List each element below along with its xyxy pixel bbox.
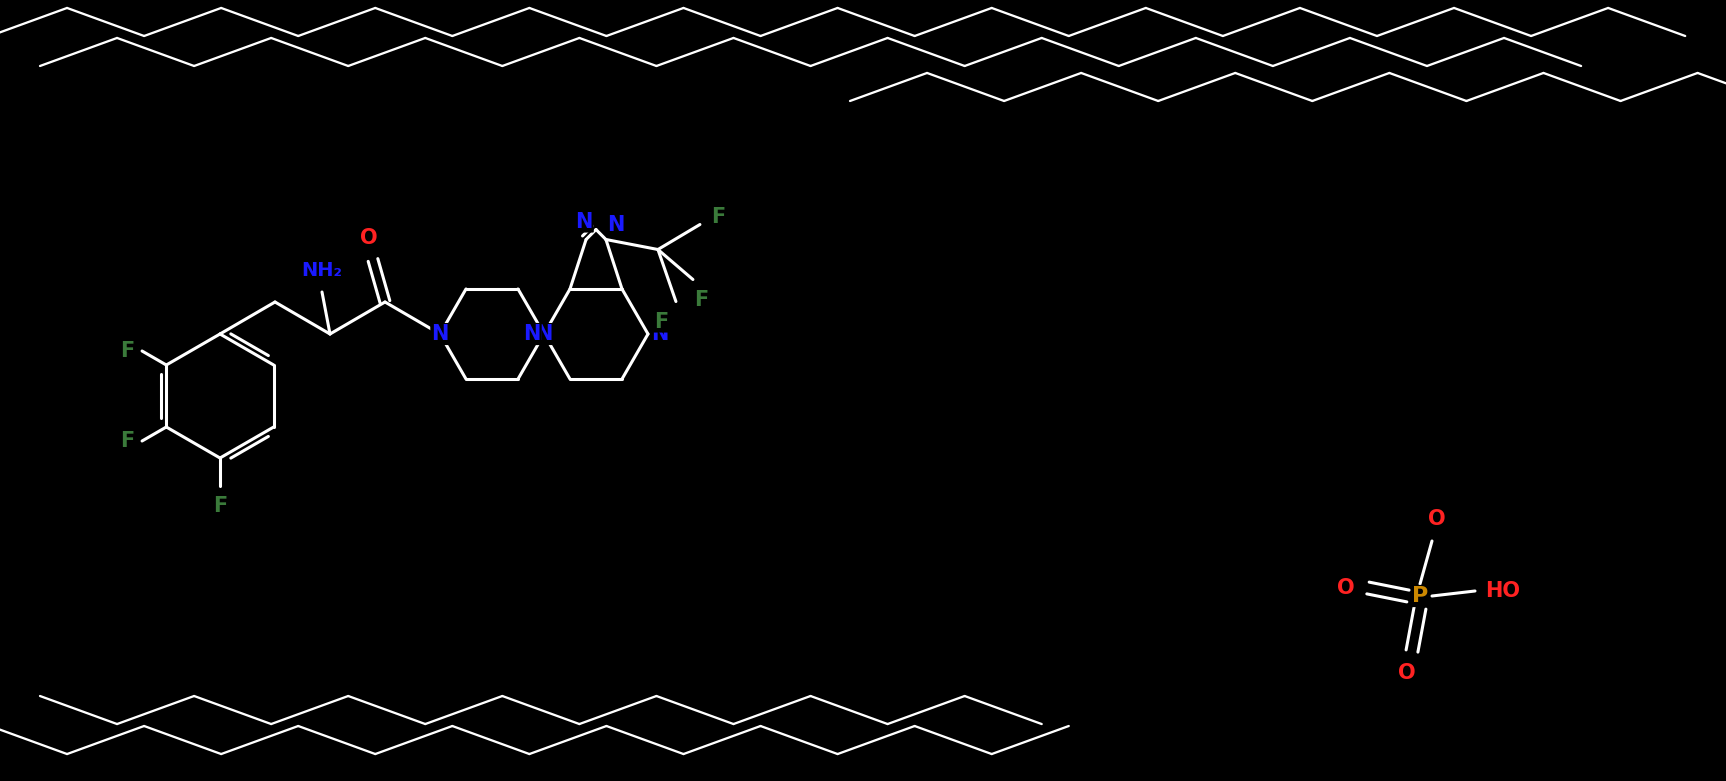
Text: O: O <box>1338 578 1355 598</box>
Text: O: O <box>1427 509 1446 529</box>
Text: F: F <box>711 206 725 226</box>
Text: F: F <box>212 496 228 516</box>
Text: HO: HO <box>1486 581 1521 601</box>
Text: N: N <box>523 324 540 344</box>
Text: P: P <box>1412 586 1427 606</box>
Text: N: N <box>432 324 449 344</box>
Text: O: O <box>361 228 378 248</box>
Text: N: N <box>608 215 625 234</box>
Text: N: N <box>575 212 592 231</box>
Text: NH₂: NH₂ <box>302 261 342 280</box>
Text: N: N <box>651 324 668 344</box>
Text: F: F <box>119 431 135 451</box>
Text: F: F <box>694 290 708 309</box>
Text: F: F <box>119 341 135 361</box>
Text: F: F <box>654 312 668 331</box>
Text: O: O <box>1398 663 1415 683</box>
Text: N: N <box>535 324 552 344</box>
